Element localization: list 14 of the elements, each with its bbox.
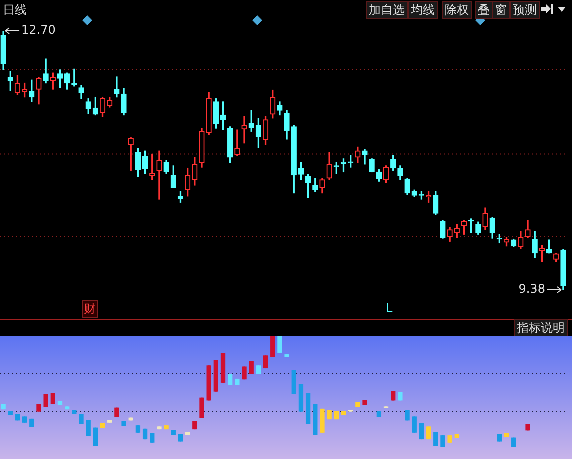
text: 叠 [475, 1, 493, 19]
text: 预测 [510, 1, 540, 19]
text: 除权 [442, 1, 472, 19]
chart-title: 日线 [3, 2, 27, 19]
candlestick [242, 116, 248, 144]
text: 窗 [492, 1, 510, 19]
text: 均线 [408, 1, 438, 19]
text: 财 [82, 300, 98, 318]
annotation: 9.38 [518, 282, 546, 296]
candlestick [156, 150, 162, 200]
annotation: 12.70 [22, 23, 56, 38]
text: 加自选 [366, 1, 408, 19]
text: 指标说明 [514, 319, 568, 337]
text: L [385, 300, 394, 316]
